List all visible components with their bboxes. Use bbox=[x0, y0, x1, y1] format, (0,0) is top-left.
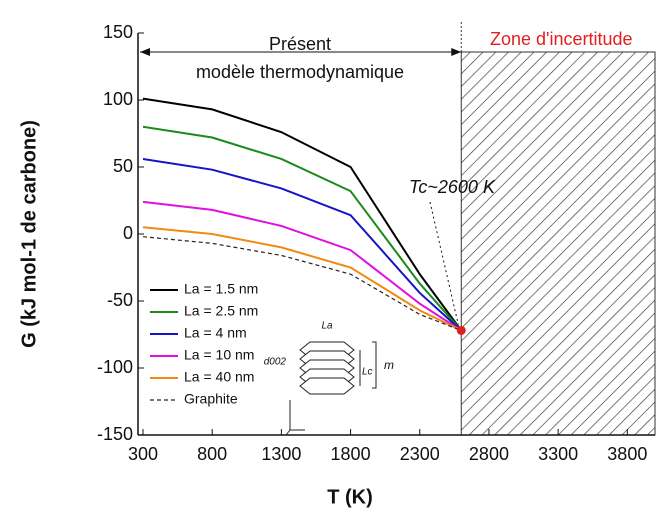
legend-label: La = 40 nm bbox=[184, 369, 254, 385]
x-tick-label: 2300 bbox=[400, 444, 440, 464]
y-tick-label: 0 bbox=[123, 223, 133, 243]
x-tick-label: 3300 bbox=[538, 444, 578, 464]
critical-point bbox=[456, 325, 466, 335]
inset-label: d002 bbox=[264, 357, 287, 368]
series-line bbox=[142, 226, 462, 332]
series-line bbox=[142, 157, 462, 332]
legend-label: La = 2.5 nm bbox=[184, 303, 258, 319]
legend-label: Graphite bbox=[184, 391, 238, 407]
y-tick-label: 150 bbox=[103, 22, 133, 42]
inset-layer bbox=[299, 377, 355, 395]
uncertain-zone bbox=[460, 51, 656, 436]
inset-label: Lc bbox=[362, 367, 373, 378]
legend-label: La = 10 nm bbox=[184, 347, 254, 363]
series-line bbox=[142, 125, 463, 332]
series-line bbox=[142, 200, 462, 332]
x-tick-label: 1800 bbox=[331, 444, 371, 464]
inset-axes bbox=[285, 400, 305, 436]
pointer bbox=[429, 201, 459, 325]
x-axis-label: T (K) bbox=[327, 486, 373, 508]
inset-label: m bbox=[384, 358, 394, 372]
y-tick-label: 100 bbox=[103, 89, 133, 109]
inset-label: La bbox=[321, 321, 333, 332]
y-tick-label: -150 bbox=[97, 424, 133, 444]
y-axis-label: G (kJ mol-1 de carbone) bbox=[18, 120, 40, 348]
annotation: Présent bbox=[269, 34, 331, 54]
annotation: Tc~2600 K bbox=[409, 177, 496, 197]
x-tick-label: 3800 bbox=[607, 444, 647, 464]
x-tick-label: 800 bbox=[197, 444, 227, 464]
series-line bbox=[142, 97, 463, 332]
y-tick-label: -100 bbox=[97, 357, 133, 377]
legend-label: La = 4 nm bbox=[184, 325, 247, 341]
x-tick-label: 1300 bbox=[261, 444, 301, 464]
annotation: modèle thermodynamique bbox=[196, 62, 404, 82]
x-tick-label: 300 bbox=[128, 444, 158, 464]
x-tick-label: 2800 bbox=[469, 444, 509, 464]
series-line bbox=[142, 236, 462, 332]
y-tick-label: 50 bbox=[113, 156, 133, 176]
legend-label: La = 1.5 nm bbox=[184, 281, 258, 297]
y-tick-label: -50 bbox=[107, 290, 133, 310]
annotation: Zone d'incertitude bbox=[490, 29, 633, 49]
inset-brace bbox=[359, 341, 377, 389]
